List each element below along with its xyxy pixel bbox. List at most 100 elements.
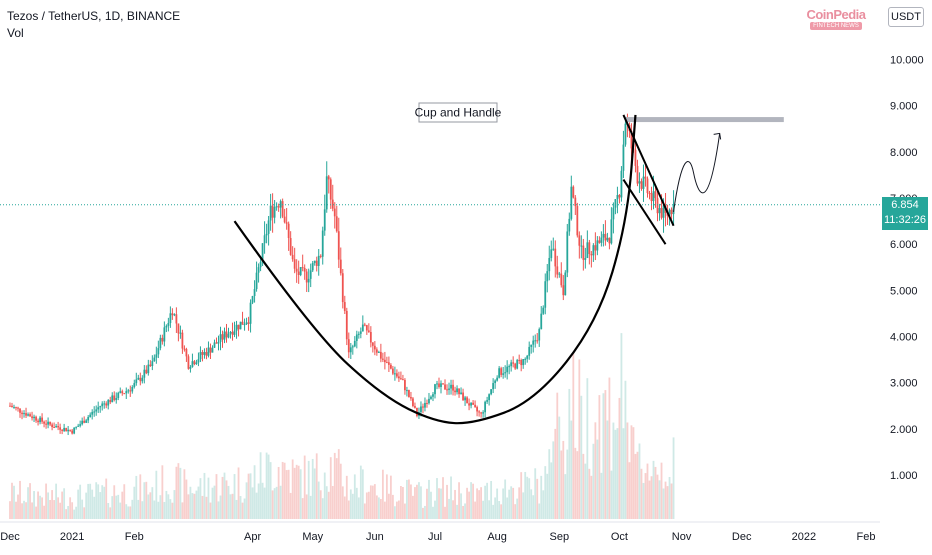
- volume-bar: [642, 482, 645, 519]
- candle-body: [610, 219, 613, 244]
- volume-bar: [139, 474, 142, 519]
- volume-bar: [670, 483, 673, 519]
- volume-bar: [371, 485, 374, 519]
- volume-bar: [117, 494, 120, 519]
- volume-label: Vol: [7, 26, 24, 40]
- candle-body: [552, 248, 555, 250]
- candle-body: [271, 205, 274, 218]
- volume-bar: [155, 470, 158, 519]
- volume-bar: [143, 482, 146, 519]
- volume-bar: [287, 469, 290, 519]
- volume-bar: [438, 488, 440, 519]
- volume-bar: [169, 499, 172, 519]
- volume-bar: [267, 454, 270, 519]
- candle-body: [215, 342, 218, 344]
- candle-body: [199, 352, 202, 360]
- volume-bar: [177, 463, 180, 519]
- candle-body: [203, 351, 206, 355]
- candle-body: [107, 400, 110, 406]
- candle-body: [135, 379, 138, 384]
- volume-bar: [49, 499, 51, 519]
- candle-body: [604, 233, 607, 241]
- candle-body: [237, 324, 240, 330]
- candle-body: [31, 416, 33, 419]
- candle-body: [321, 230, 324, 257]
- volume-bar: [319, 490, 322, 519]
- volume-bar: [129, 506, 132, 519]
- volume-bar: [612, 422, 615, 519]
- volume-bar: [468, 491, 470, 519]
- candle-body: [77, 425, 80, 427]
- candle-body: [39, 417, 41, 423]
- candle-body: [25, 413, 27, 416]
- volume-bar: [610, 470, 613, 519]
- volume-bar: [506, 497, 509, 519]
- candle-body: [57, 426, 60, 428]
- candle-body: [327, 176, 330, 180]
- symbol-title: Tezos / TetherUS, 1D, BINANCE: [7, 9, 181, 23]
- volume-bar: [225, 480, 228, 519]
- volume-bar: [85, 492, 88, 519]
- candle-body: [269, 205, 272, 221]
- volume-bar: [377, 497, 380, 519]
- candle-body: [123, 393, 126, 395]
- volume-bar: [263, 487, 266, 519]
- volume-bar: [349, 489, 352, 519]
- candle-body: [357, 333, 360, 335]
- volume-bar: [235, 499, 238, 519]
- volume-bar: [275, 486, 278, 519]
- candle-body: [618, 195, 621, 198]
- volume-bar: [412, 495, 414, 519]
- candle-body: [620, 170, 623, 198]
- volume-bar: [259, 452, 262, 519]
- volume-bar: [460, 493, 462, 519]
- currency-button[interactable]: USDT: [888, 7, 924, 27]
- volume-bar: [209, 502, 212, 519]
- volume-bar: [131, 499, 134, 519]
- volume-bar: [602, 393, 605, 519]
- candle-body: [556, 266, 559, 275]
- volume-bar: [466, 487, 468, 519]
- candle-body: [554, 248, 557, 267]
- candle-body: [117, 392, 120, 398]
- volume-bar: [554, 428, 557, 519]
- candle-body: [245, 322, 248, 325]
- candle-body: [347, 339, 350, 353]
- candle-body: [111, 395, 114, 403]
- candle-body: [442, 383, 444, 385]
- volume-bar: [173, 490, 176, 519]
- candle-body: [21, 412, 23, 415]
- candle-body: [319, 255, 322, 257]
- volume-bar: [638, 443, 641, 519]
- candle-body: [99, 406, 102, 408]
- volume-bar: [165, 490, 168, 519]
- volume-bar: [432, 506, 434, 519]
- volume-bar: [175, 466, 178, 519]
- volume-bar: [279, 485, 282, 519]
- volume-bar: [578, 359, 581, 519]
- volume-bar: [359, 465, 362, 519]
- volume-bar: [307, 460, 310, 519]
- candle-body: [129, 390, 132, 392]
- axes: 1.0002.0003.0004.0005.0006.0007.0008.000…: [0, 8, 924, 543]
- volume-bar: [361, 469, 364, 519]
- candle-body: [452, 384, 454, 391]
- volume-bar: [291, 459, 294, 519]
- volume-bar: [656, 474, 659, 519]
- candle-body: [109, 400, 112, 403]
- x-tick-label: Sep: [549, 531, 569, 543]
- volume-bar: [454, 489, 456, 519]
- candle-body: [49, 421, 51, 425]
- volume-bar: [620, 333, 623, 519]
- volume-bar: [329, 457, 332, 519]
- candle-body: [560, 273, 563, 286]
- candle-body: [209, 347, 212, 353]
- volume-bar: [385, 474, 388, 519]
- candle-body: [508, 366, 511, 368]
- volume-bar: [552, 441, 555, 519]
- candle-body: [133, 383, 136, 388]
- candle-body: [598, 240, 601, 243]
- candle-body: [213, 342, 216, 348]
